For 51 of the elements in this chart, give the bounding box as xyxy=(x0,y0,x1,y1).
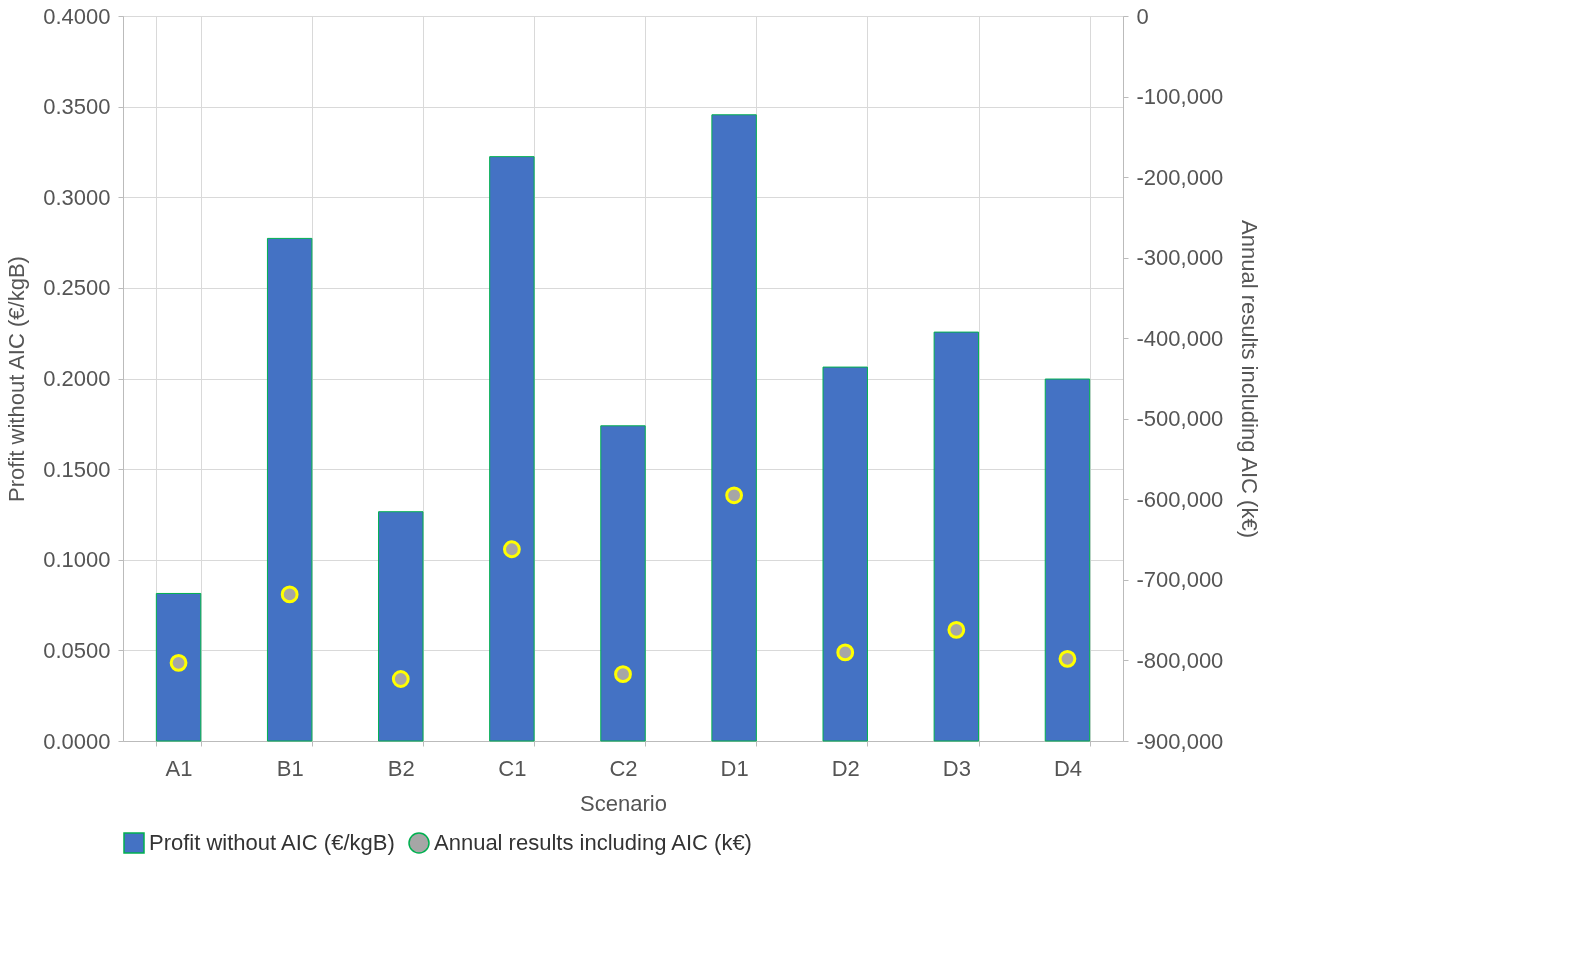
x-tick-label: D3 xyxy=(942,755,971,781)
x-tick-label: A1 xyxy=(165,755,193,781)
point xyxy=(836,643,855,662)
bar xyxy=(600,425,646,742)
point xyxy=(169,653,188,672)
bar xyxy=(155,592,202,742)
y-tick-label: 0.2500 xyxy=(43,275,111,301)
y-tick-label: 0.0500 xyxy=(43,637,111,663)
x-tick-label: C2 xyxy=(609,755,638,781)
bar xyxy=(378,511,424,742)
y2-tick-label: -600,000 xyxy=(1136,486,1224,512)
x-tick-label: D1 xyxy=(720,755,749,781)
y-tick-label: 0.3000 xyxy=(43,184,111,210)
y-tick-label: 0.3500 xyxy=(43,94,111,120)
y-tick-label: 0.1000 xyxy=(43,547,111,573)
point xyxy=(614,665,632,684)
point xyxy=(280,585,299,604)
legend-label: Annual results including AIC (k€) xyxy=(434,830,752,855)
x-tick-label: B2 xyxy=(387,755,415,781)
point xyxy=(502,540,521,559)
y2-tick-label: -700,000 xyxy=(1136,567,1224,593)
y-tick-label: 0.2000 xyxy=(43,366,111,391)
y-tick-label: 0.1500 xyxy=(43,456,111,482)
bar xyxy=(933,331,980,742)
y-tick-label: 0.0000 xyxy=(43,728,111,754)
x-tick-label: C1 xyxy=(498,755,527,781)
legend-label: Profit without AIC (€/kgB) xyxy=(149,830,395,855)
x-tick-label: D4 xyxy=(1053,755,1083,781)
x-tick-label: B1 xyxy=(276,755,304,781)
bar xyxy=(711,114,757,742)
y2-tick-label: -500,000 xyxy=(1136,406,1224,432)
y2-axis-title: Annual results including AIC (k€) xyxy=(1237,220,1263,538)
y2-tick-label: -300,000 xyxy=(1136,245,1224,271)
bar xyxy=(266,237,313,742)
y2-tick-label: -900,000 xyxy=(1136,728,1224,754)
bar xyxy=(822,366,868,742)
bar xyxy=(489,156,535,742)
y2-tick-label: -400,000 xyxy=(1136,325,1224,351)
point xyxy=(947,620,966,639)
y-axis-title: Profit without AIC (€/kgB) xyxy=(4,256,30,502)
x-axis-title: Scenario xyxy=(580,790,667,816)
y-tick-label: 0.4000 xyxy=(43,3,111,29)
y2-tick-label: -800,000 xyxy=(1136,647,1224,673)
y2-tick-label: -200,000 xyxy=(1136,164,1224,190)
x-tick-label: D2 xyxy=(831,755,860,781)
y2-tick-label: 0 xyxy=(1136,3,1149,29)
point xyxy=(391,670,410,688)
point xyxy=(725,486,744,505)
point xyxy=(1058,649,1077,668)
bar xyxy=(1044,378,1091,742)
y2-tick-label: -100,000 xyxy=(1136,84,1224,110)
